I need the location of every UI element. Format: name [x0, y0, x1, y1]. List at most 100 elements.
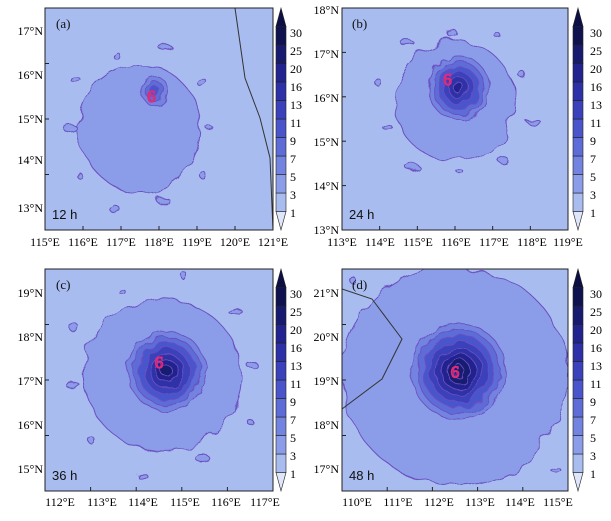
panel-d-cbar-segment: [572, 453, 584, 473]
panel-a-fragment: [155, 197, 170, 203]
panel-b-fragment: [526, 119, 541, 125]
panel-d-fragment: [551, 467, 562, 474]
panel-c-yticks: 15°N 16°N 17°N 18°N 19°N: [18, 286, 44, 476]
panel-a-fragment: [74, 171, 83, 178]
panel-d-colorbar-labels: 1 3 5 7 9 11 13 16 20 25 30: [590, 287, 602, 481]
panel-b-xtick: 114°E: [365, 235, 395, 249]
panel-b-ytick: 17°N: [314, 47, 340, 61]
panel-b-cbar-segment: [572, 26, 584, 46]
panel-b-xtick: 115°E: [403, 235, 433, 249]
panel-b-cbar-segment: [572, 174, 584, 194]
panel-c-cbar-label: 7: [290, 413, 296, 427]
panel-b-cbar-segment: [572, 118, 584, 138]
panel-b-fragment: [518, 70, 526, 79]
panel-b-cbar-segment: [572, 63, 584, 83]
panel-a-label: (a): [56, 16, 70, 31]
panel-d-cbar-segment: [572, 342, 584, 362]
panel-b-xtick: 113°E: [327, 235, 357, 249]
panel-b-ytick: 16°N: [314, 91, 340, 105]
panel-d-cbar-label: 1: [590, 467, 596, 481]
panel-a-colorbar-labels: 1 3 5 7 9 11 13 16 20 25 30: [290, 26, 302, 220]
panel-b-ytick: 18°N: [314, 3, 340, 17]
panel-d-cbar-segment: [572, 324, 584, 344]
panel-b-cbar-label: 11: [590, 116, 602, 130]
panel-d-cbar-segment: [572, 398, 584, 418]
panel-a-fragment: [62, 124, 78, 133]
panel-a-cbar-segment: [275, 118, 287, 138]
panel-b-colorbar-labels: 1 3 5 7 9 11 13 16 20 25 30: [590, 26, 602, 220]
panel-c-plot: 6: [44, 268, 274, 492]
panel-b-cbar-label: 30: [590, 26, 602, 40]
panel-a-cbar-cap: [275, 6, 287, 27]
panel-d-time: 48 h: [349, 468, 374, 483]
panel-c-fragment: [194, 453, 210, 462]
panel-d-xtick: 114°E: [505, 495, 535, 509]
panel-d-cbar-label: 9: [590, 395, 596, 409]
panel-b-xticks: 113°E 114°E 115°E 116°E 117°E 118°E 119°…: [327, 235, 583, 249]
panel-b-label: (b): [352, 16, 367, 31]
panel-d-typhoon-icon: 6: [451, 362, 460, 381]
panel-a-cbar-segment: [275, 100, 287, 120]
panel-b-xtick: 119°E: [553, 235, 583, 249]
panel-b-cbar-cap: [572, 211, 584, 232]
panel-a-fragment: [113, 52, 121, 61]
panel-a-xticks: 115°E 116°E 117°E 118°E 119°E 120°E 121°…: [30, 235, 288, 249]
panel-a-cbar-label: 1: [290, 206, 296, 220]
panel-a-cbar-label: 25: [290, 44, 302, 58]
panel-b-xtick: 116°E: [441, 235, 471, 249]
panel-c-xtick: 113°E: [87, 495, 117, 509]
panel-a-cbar-segment: [275, 81, 287, 101]
panel-c-label: (c): [56, 277, 70, 292]
panel-c-fragment: [136, 472, 148, 479]
panel-c-cbar-segment: [275, 435, 287, 455]
panel-c-ytick: 17°N: [18, 374, 44, 388]
panel-b-cbar-label: 7: [590, 152, 596, 166]
panel-c-ytick: 15°N: [18, 462, 44, 476]
panel-a-xtick: 120°E: [220, 235, 250, 249]
panel-b-cbar-segment: [572, 192, 584, 212]
panel-c-fragment: [68, 323, 80, 332]
panel-a-cbar-label: 16: [290, 80, 302, 94]
panel-a-xtick: 117°E: [106, 235, 136, 249]
panel-c-ytick: 19°N: [18, 286, 44, 300]
panel-c-xtick: 115°E: [170, 495, 200, 509]
panel-d-cbar-label: 30: [590, 287, 602, 301]
panel-c-cbar-label: 30: [290, 287, 302, 301]
panel-c-cbar-label: 3: [290, 449, 296, 463]
panel-c-xtick: 117°E: [250, 495, 280, 509]
panel-d-cbar-label: 7: [590, 413, 596, 427]
panel-b-cbar-label: 9: [590, 134, 596, 148]
panel-d-cbar-label: 16: [590, 341, 602, 355]
panel-c-fragment: [227, 308, 243, 315]
panel-c: 6 (c) 36 h 112°E 113°E 114°E 115°E 116°E…: [18, 267, 302, 509]
panel-a-fragment: [200, 172, 208, 181]
panel-c-cbar-label: 13: [290, 359, 302, 373]
panel-b-cbar-segment: [572, 81, 584, 101]
panel-a-fragment: [158, 44, 173, 51]
panel-c-cbar-label: 5: [290, 431, 296, 445]
panel-c-cbar-segment: [275, 287, 287, 307]
panel-b-cbar-label: 20: [590, 62, 602, 76]
panel-a-xtick: 121°E: [258, 235, 288, 249]
panel-a-cbar-segment: [275, 174, 287, 194]
panel-b-fragment: [445, 27, 457, 36]
panel-d-xtick: 112°E: [424, 495, 454, 509]
panel-b-cbar-label: 16: [590, 80, 602, 94]
panel-a-ytick: 15°N: [18, 112, 44, 126]
panel-b-fragment: [382, 124, 394, 131]
panel-b-xtick: 117°E: [479, 235, 509, 249]
panel-a-ytick: 16°N: [18, 68, 44, 82]
panel-d-colorbar: 1 3 5 7 9 11 13 16 20 25 30: [572, 267, 602, 493]
panel-b-ytick: 15°N: [314, 135, 340, 149]
panel-d-cbar-cap: [572, 472, 584, 493]
panel-a-cbar-label: 20: [290, 62, 302, 76]
panel-d-ytick: 20°N: [314, 330, 340, 344]
panel-d-cbar-segment: [572, 361, 584, 381]
panel-b-fragment: [400, 40, 415, 46]
panel-c-cbar-segment: [275, 324, 287, 344]
panel-d-cbar-segment: [572, 379, 584, 399]
panel-d-plot: 6: [341, 268, 569, 492]
panel-b-cbar-label: 13: [590, 98, 602, 112]
panel-b-cbar-segment: [572, 44, 584, 64]
